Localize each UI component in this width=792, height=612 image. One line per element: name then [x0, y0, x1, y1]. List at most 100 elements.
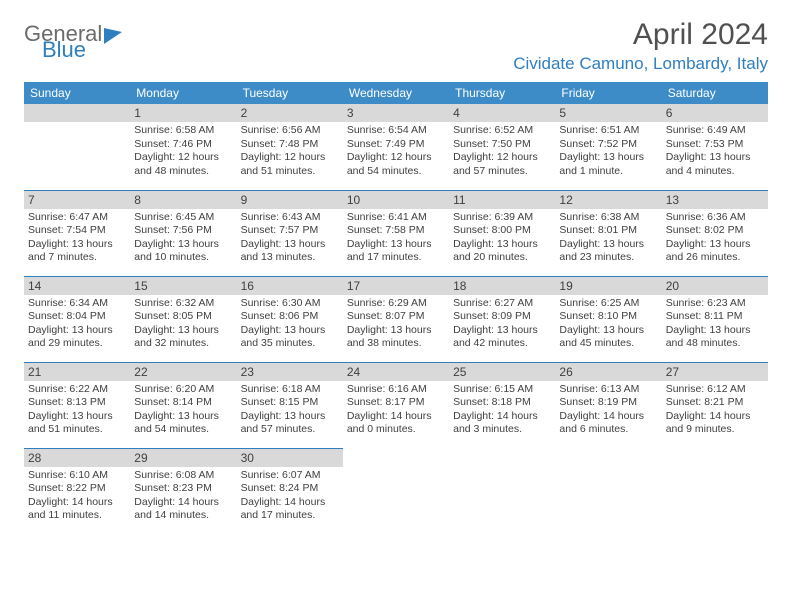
- day-number: 25: [449, 363, 555, 381]
- calendar-day-cell: [449, 448, 555, 534]
- calendar-body: 1Sunrise: 6:58 AMSunset: 7:46 PMDaylight…: [24, 104, 768, 534]
- day-info: Sunrise: 6:43 AMSunset: 7:57 PMDaylight:…: [241, 211, 339, 266]
- calendar-day-cell: 3 Sunrise: 6:54 AMSunset: 7:49 PMDaylight…: [343, 104, 449, 190]
- calendar-day-cell: 4Sunrise: 6:52 AMSunset: 7:50 PMDaylight…: [449, 104, 555, 190]
- day-info: Sunrise: 6:16 AMSunset: 8:17 PMDaylight:…: [347, 383, 445, 438]
- day-info: Sunrise: 6:45 AMSunset: 7:56 PMDaylight:…: [134, 211, 232, 266]
- calendar-day-cell: 10 Sunrise: 6:41 AMSunset: 7:58 PMDayligh…: [343, 190, 449, 276]
- day-number: 12: [555, 191, 661, 209]
- day-info: Sunrise: 6:18 AMSunset: 8:15 PMDaylight:…: [241, 383, 339, 438]
- calendar-day-cell: 11 Sunrise: 6:39 AMSunset: 8:00 PMDayligh…: [449, 190, 555, 276]
- day-of-week-header: Monday: [130, 82, 236, 104]
- calendar-day-cell: 15 Sunrise: 6:32 AMSunset: 8:05 PMDayligh…: [130, 276, 236, 362]
- day-info: Sunrise: 6:13 AMSunset: 8:19 PMDaylight:…: [559, 383, 657, 438]
- calendar-day-cell: 9 Sunrise: 6:43 AMSunset: 7:57 PMDaylight…: [237, 190, 343, 276]
- calendar-day-cell: 16 Sunrise: 6:30 AMSunset: 8:06 PMDayligh…: [237, 276, 343, 362]
- day-info: Sunrise: 6:12 AMSunset: 8:21 PMDaylight:…: [666, 383, 764, 438]
- day-info: Sunrise: 6:20 AMSunset: 8:14 PMDaylight:…: [134, 383, 232, 438]
- day-of-week-header: Saturday: [662, 82, 768, 104]
- calendar-day-cell: 21Sunrise: 6:22 AMSunset: 8:13 PMDayligh…: [24, 362, 130, 448]
- calendar-day-cell: [343, 448, 449, 534]
- day-of-week-header: Sunday: [24, 82, 130, 104]
- day-info: Sunrise: 6:49 AMSunset: 7:53 PMDaylight:…: [666, 124, 764, 179]
- day-number: 26: [555, 363, 661, 381]
- day-info: Sunrise: 6:32 AMSunset: 8:05 PMDaylight:…: [134, 297, 232, 352]
- calendar-day-cell: 18 Sunrise: 6:27 AMSunset: 8:09 PMDayligh…: [449, 276, 555, 362]
- day-number: 24: [343, 363, 449, 381]
- day-info: Sunrise: 6:30 AMSunset: 8:06 PMDaylight:…: [241, 297, 339, 352]
- day-number: 28: [24, 449, 130, 467]
- calendar-day-cell: 5 Sunrise: 6:51 AMSunset: 7:52 PMDaylight…: [555, 104, 661, 190]
- day-number: 15: [130, 277, 236, 295]
- calendar-day-cell: 19 Sunrise: 6:25 AMSunset: 8:10 PMDayligh…: [555, 276, 661, 362]
- day-number: 9: [237, 191, 343, 209]
- day-info: Sunrise: 6:10 AMSunset: 8:22 PMDaylight:…: [28, 469, 126, 524]
- calendar-day-cell: 6 Sunrise: 6:49 AMSunset: 7:53 PMDaylight…: [662, 104, 768, 190]
- day-info: Sunrise: 6:29 AMSunset: 8:07 PMDaylight:…: [347, 297, 445, 352]
- day-number-empty: [24, 104, 130, 122]
- day-number: 23: [237, 363, 343, 381]
- calendar-day-cell: 12 Sunrise: 6:38 AMSunset: 8:01 PMDayligh…: [555, 190, 661, 276]
- calendar-day-cell: 14 Sunrise: 6:34 AMSunset: 8:04 PMDayligh…: [24, 276, 130, 362]
- day-number: 7: [24, 191, 130, 209]
- calendar-day-cell: 7 Sunrise: 6:47 AMSunset: 7:54 PMDaylight…: [24, 190, 130, 276]
- day-of-week-header: Thursday: [449, 82, 555, 104]
- day-of-week-header: Friday: [555, 82, 661, 104]
- header: General Blue April 2024 Cividate Camuno,…: [24, 18, 768, 78]
- day-number: 20: [662, 277, 768, 295]
- day-number: 19: [555, 277, 661, 295]
- day-number: 18: [449, 277, 555, 295]
- day-info: Sunrise: 6:51 AMSunset: 7:52 PMDaylight:…: [559, 124, 657, 179]
- day-number: 6: [662, 104, 768, 122]
- day-info: Sunrise: 6:15 AMSunset: 8:18 PMDaylight:…: [453, 383, 551, 438]
- day-info: Sunrise: 6:27 AMSunset: 8:09 PMDaylight:…: [453, 297, 551, 352]
- day-info: Sunrise: 6:41 AMSunset: 7:58 PMDaylight:…: [347, 211, 445, 266]
- calendar-day-cell: 20 Sunrise: 6:23 AMSunset: 8:11 PMDayligh…: [662, 276, 768, 362]
- calendar-day-cell: 29 Sunrise: 6:08 AMSunset: 8:23 PMDayligh…: [130, 448, 236, 534]
- calendar-day-cell: 13 Sunrise: 6:36 AMSunset: 8:02 PMDayligh…: [662, 190, 768, 276]
- calendar-day-cell: 23 Sunrise: 6:18 AMSunset: 8:15 PMDayligh…: [237, 362, 343, 448]
- day-number: 3: [343, 104, 449, 122]
- calendar-day-cell: [555, 448, 661, 534]
- calendar-day-cell: 26 Sunrise: 6:13 AMSunset: 8:19 PMDayligh…: [555, 362, 661, 448]
- day-info: Sunrise: 6:52 AMSunset: 7:50 PMDaylight:…: [453, 124, 551, 179]
- day-info: Sunrise: 6:36 AMSunset: 8:02 PMDaylight:…: [666, 211, 764, 266]
- calendar-day-cell: 8 Sunrise: 6:45 AMSunset: 7:56 PMDaylight…: [130, 190, 236, 276]
- calendar-day-cell: 2Sunrise: 6:56 AMSunset: 7:48 PMDaylight…: [237, 104, 343, 190]
- day-info: Sunrise: 6:54 AMSunset: 7:49 PMDaylight:…: [347, 124, 445, 179]
- day-number: 16: [237, 277, 343, 295]
- calendar-week-row: 28 Sunrise: 6:10 AMSunset: 8:22 PMDayligh…: [24, 448, 768, 534]
- day-number: 14: [24, 277, 130, 295]
- calendar-table: SundayMondayTuesdayWednesdayThursdayFrid…: [24, 82, 768, 534]
- location-text: Cividate Camuno, Lombardy, Italy: [513, 54, 768, 74]
- day-number: 27: [662, 363, 768, 381]
- calendar-day-cell: 30Sunrise: 6:07 AMSunset: 8:24 PMDayligh…: [237, 448, 343, 534]
- day-info: Sunrise: 6:39 AMSunset: 8:00 PMDaylight:…: [453, 211, 551, 266]
- calendar-day-cell: [24, 104, 130, 190]
- calendar-day-cell: 24 Sunrise: 6:16 AMSunset: 8:17 PMDayligh…: [343, 362, 449, 448]
- calendar-day-cell: 17Sunrise: 6:29 AMSunset: 8:07 PMDayligh…: [343, 276, 449, 362]
- day-info: Sunrise: 6:25 AMSunset: 8:10 PMDaylight:…: [559, 297, 657, 352]
- day-info: Sunrise: 6:47 AMSunset: 7:54 PMDaylight:…: [28, 211, 126, 266]
- day-number: 11: [449, 191, 555, 209]
- day-number: 13: [662, 191, 768, 209]
- calendar-day-cell: 27 Sunrise: 6:12 AMSunset: 8:21 PMDayligh…: [662, 362, 768, 448]
- day-info: Sunrise: 6:38 AMSunset: 8:01 PMDaylight:…: [559, 211, 657, 266]
- logo-text-blue: Blue: [42, 40, 122, 60]
- month-title: April 2024: [513, 18, 768, 52]
- day-number: 30: [237, 449, 343, 467]
- day-of-week-header: Wednesday: [343, 82, 449, 104]
- title-block: April 2024 Cividate Camuno, Lombardy, It…: [513, 18, 768, 78]
- calendar-day-cell: 25 Sunrise: 6:15 AMSunset: 8:18 PMDayligh…: [449, 362, 555, 448]
- day-info: Sunrise: 6:23 AMSunset: 8:11 PMDaylight:…: [666, 297, 764, 352]
- day-number: 29: [130, 449, 236, 467]
- day-number: 8: [130, 191, 236, 209]
- day-info: Sunrise: 6:22 AMSunset: 8:13 PMDaylight:…: [28, 383, 126, 438]
- day-number: 10: [343, 191, 449, 209]
- calendar-week-row: 7 Sunrise: 6:47 AMSunset: 7:54 PMDaylight…: [24, 190, 768, 276]
- day-info: Sunrise: 6:34 AMSunset: 8:04 PMDaylight:…: [28, 297, 126, 352]
- day-info: Sunrise: 6:08 AMSunset: 8:23 PMDaylight:…: [134, 469, 232, 524]
- calendar-week-row: 1Sunrise: 6:58 AMSunset: 7:46 PMDaylight…: [24, 104, 768, 190]
- calendar-week-row: 14 Sunrise: 6:34 AMSunset: 8:04 PMDayligh…: [24, 276, 768, 362]
- day-number: 5: [555, 104, 661, 122]
